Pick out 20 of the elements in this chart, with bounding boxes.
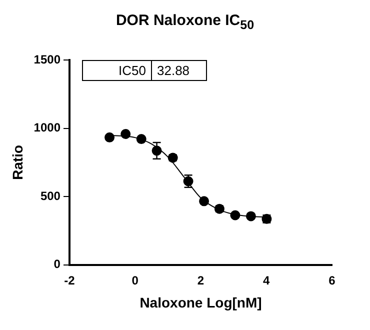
point <box>199 196 210 206</box>
x-tick-label: -2 <box>64 273 76 288</box>
point <box>120 129 131 139</box>
y-tick-label: 0 <box>54 257 61 272</box>
y-axis-title: Ratio <box>9 144 26 180</box>
annotation: 32.88 <box>152 60 206 80</box>
x-tick-label: 2 <box>197 273 204 288</box>
y-tick-label: 500 <box>40 188 61 203</box>
x-tick-label: 6 <box>328 273 336 288</box>
point <box>136 134 146 144</box>
x-axis-title: Naloxone Log[nM] <box>140 294 262 310</box>
point <box>104 132 115 142</box>
annotation: IC50 <box>82 60 152 80</box>
point <box>230 210 240 220</box>
y-tick-label: 1500 <box>34 52 61 66</box>
y-tick-label: 1000 <box>34 120 61 135</box>
chart-title: DOR Naloxone IC$_{50}$ <box>114 12 256 32</box>
point <box>246 211 256 222</box>
x-tick-label: 0 <box>132 273 139 288</box>
x-tick-label: 4 <box>263 273 270 288</box>
